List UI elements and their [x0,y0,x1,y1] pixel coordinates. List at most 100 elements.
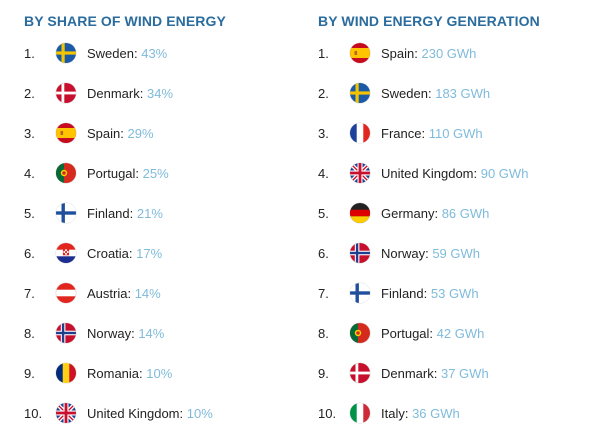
metric-value: 37 GWh [440,365,489,381]
metric-value: 183 GWh [435,85,491,101]
country-name: Austria [87,285,128,301]
list-item: 7. Finland: 53 GWh [318,273,528,313]
france-flag-icon [350,123,370,143]
list-item: 3. France: 110 GWh [318,113,528,153]
metric-value: 34% [146,85,174,101]
metric-value: 53 GWh [430,285,479,301]
rank-number: 8. [318,325,329,341]
metric-value: 43% [141,45,168,61]
metric-value: 29% [127,125,154,141]
metric-value: 21% [136,205,163,221]
denmark-flag-icon [56,83,76,103]
rank-number: 6. [24,245,35,261]
country-name: Germany [381,205,435,221]
list-item: 2. Sweden: 183 GWh [318,73,528,113]
country-name: Portugal [87,165,136,181]
uk-flag-icon [56,403,76,423]
country-name: United Kingdom [381,165,474,181]
rank-number: 9. [24,365,35,381]
country-name: Finland [381,285,424,301]
rank-number: 2. [24,85,35,101]
rank-number: 9. [318,365,329,381]
sweden-flag-icon [350,83,370,103]
romania-flag-icon [56,363,76,383]
country-name: Croatia [87,245,129,261]
metric-value: 110 GWh [428,125,483,141]
list-item: 8. Portugal: 42 GWh [318,313,528,353]
list-item: 5. Finland: 21% [24,193,213,233]
generation-ranking-title: BY WIND ENERGY GENERATION [318,13,540,29]
country-name: France [381,125,422,141]
norway-flag-icon [350,243,370,263]
metric-value: 14% [134,285,161,301]
rank-number: 5. [318,205,329,221]
country-name: Portugal [381,325,430,341]
rank-number: 4. [318,165,329,181]
list-item: 2. Denmark: 34% [24,73,213,113]
rank-number: 2. [318,85,329,101]
list-item: 1. Spain: 230 GWh [318,33,528,73]
list-item: 9. Denmark: 37 GWh [318,353,528,393]
country-name: Spain [381,45,415,61]
rank-number: 6. [318,245,329,261]
sweden-flag-icon [56,43,76,63]
country-name: United Kingdom [87,405,180,421]
rank-number: 10. [24,405,43,421]
list-item: 10. Italy: 36 GWh [318,393,528,433]
spain-flag-icon [350,43,370,63]
uk-flag-icon [350,163,370,183]
rank-number: 1. [24,45,35,61]
rank-number: 1. [318,45,329,61]
metric-value: 10% [146,365,173,381]
share-ranking-list: 1. Sweden: 43% 2. Denmark: 34% 3. Spain: 29% 4… [24,33,213,433]
list-item: 5. Germany: 86 GWh [318,193,528,233]
list-item: 9. Romania: 10% [24,353,213,393]
norway-flag-icon [56,323,76,343]
rank-number: 8. [24,325,35,341]
metric-value: 59 GWh [432,245,480,261]
share-ranking-title: BY SHARE OF WIND ENERGY [24,13,226,29]
metric-value: 42 GWh [436,325,485,341]
country-name: Romania [87,365,140,381]
list-item: 4. Portugal: 25% [24,153,213,193]
rank-number: 4. [24,165,35,181]
metric-value: 17% [136,245,163,261]
list-item: 3. Spain: 29% [24,113,213,153]
metric-value: 10% [186,405,213,421]
rank-number: 7. [24,285,35,301]
germany-flag-icon [350,203,370,223]
rank-number: 3. [24,125,35,141]
country-name: Sweden [381,85,428,101]
country-name: Denmark [381,365,434,381]
finland-flag-icon [350,283,370,303]
portugal-flag-icon [350,323,370,343]
list-item: 8. Norway: 14% [24,313,213,353]
metric-value: 25% [142,165,169,181]
metric-value: 36 GWh [412,405,460,421]
country-name: Denmark [87,85,140,101]
country-name: Norway [381,245,426,261]
croatia-flag-icon [56,243,76,263]
rank-number: 7. [318,285,329,301]
generation-ranking-list: 1. Spain: 230 GWh 2. Sweden: 183 GWh 3. Franc… [318,33,528,433]
country-name: Spain [87,125,121,141]
rank-number: 5. [24,205,35,221]
list-item: 6. Croatia: 17% [24,233,213,273]
denmark-flag-icon [350,363,370,383]
list-item: 1. Sweden: 43% [24,33,213,73]
finland-flag-icon [56,203,76,223]
country-name: Italy [381,405,405,421]
spain-flag-icon [56,123,76,143]
country-name: Norway [87,325,132,341]
italy-flag-icon [350,403,370,423]
generation-ranking: BY WIND ENERGY GENERATION 1. Spain: 230 G… [318,11,588,423]
rank-number: 3. [318,125,329,141]
country-name: Finland [87,205,130,221]
rank-number: 10. [318,405,337,421]
list-item: 6. Norway: 59 GWh [318,233,528,273]
austria-flag-icon [56,283,76,303]
share-ranking: BY SHARE OF WIND ENERGY 1. Sweden: 43% 2. D… [24,11,294,423]
list-item: 4. United Kingdom: 90 GWh [318,153,528,193]
portugal-flag-icon [56,163,76,183]
metric-value: 14% [138,325,165,341]
